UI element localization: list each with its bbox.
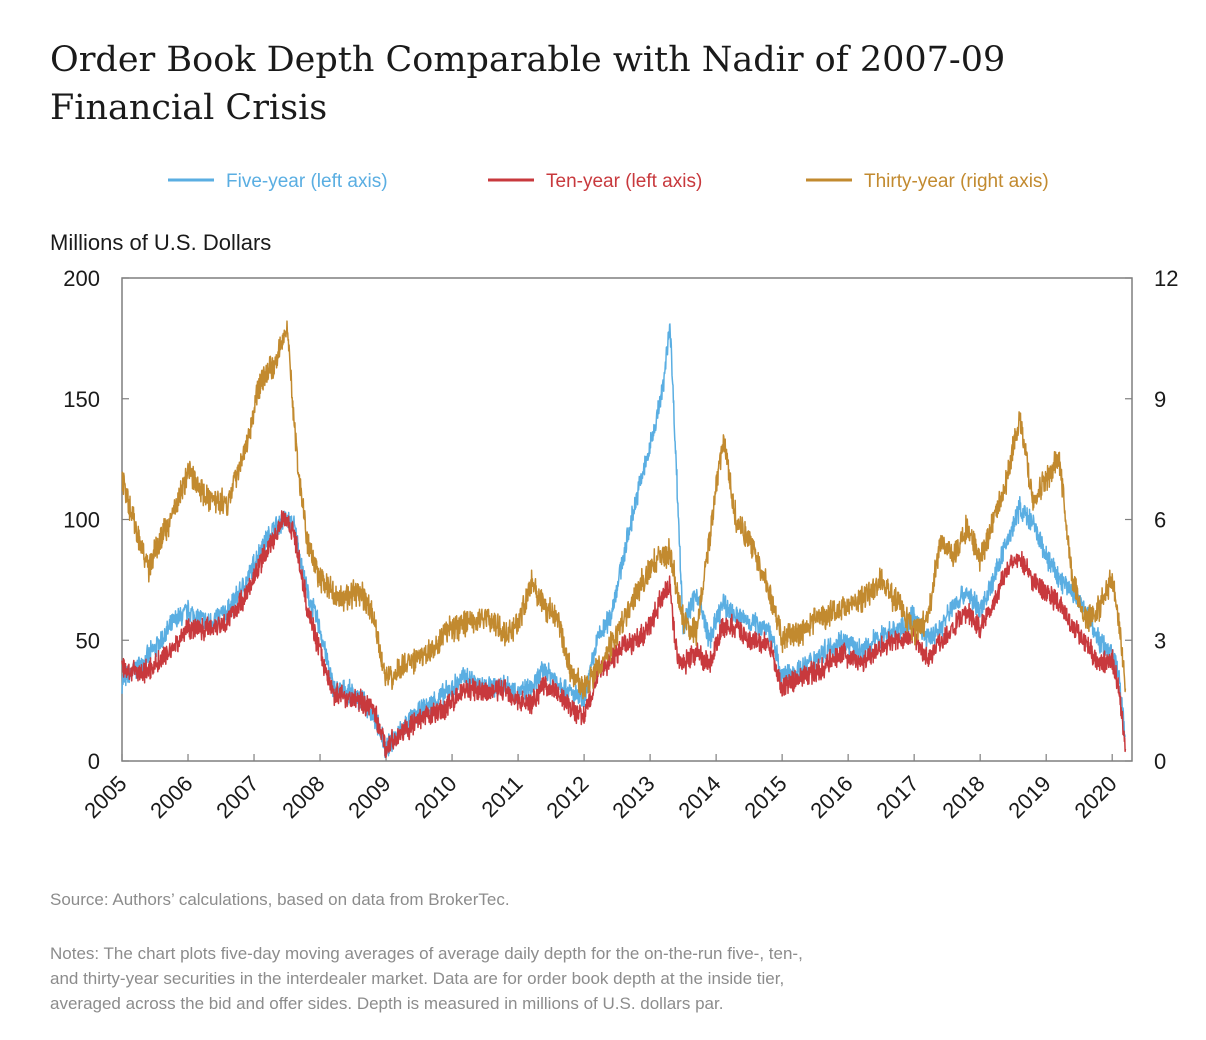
right-tick-label: 12 (1154, 266, 1178, 291)
left-tick-label: 0 (88, 749, 100, 774)
plot-area (121, 277, 1133, 762)
x-tick-label: 2005 (79, 771, 131, 823)
legend-label-ten_year: Ten-year (left axis) (546, 171, 702, 192)
left-tick-label: 50 (76, 628, 100, 653)
line-chart: Five-year (left axis) Ten-year (left axis… (50, 171, 1178, 823)
x-tick-label: 2018 (937, 771, 989, 823)
x-tick-label: 2007 (211, 771, 263, 823)
x-tick-label: 2009 (343, 771, 395, 823)
x-tick-label: 2006 (145, 771, 197, 823)
notes-line-1: Notes: The chart plots five-day moving a… (50, 944, 803, 963)
chart-title-line-1: Order Book Depth Comparable with Nadir o… (50, 40, 1006, 80)
right-tick-label: 0 (1154, 749, 1166, 774)
x-tick-label: 2020 (1069, 771, 1121, 823)
right-tick-label: 3 (1154, 628, 1166, 653)
chart-title-line-2: Financial Crisis (50, 88, 328, 128)
x-tick-label: 2014 (673, 771, 725, 823)
x-tick-label: 2010 (409, 771, 461, 823)
right-tick-label: 9 (1154, 387, 1166, 412)
left-axis: 200 150 100 50 0 (63, 266, 129, 774)
right-axis: 12 9 6 3 0 (1125, 266, 1178, 774)
legend-label-thirty_year: Thirty-year (right axis) (864, 171, 1049, 192)
notes-line-2: and thirty-year securities in the interd… (50, 969, 785, 988)
series-line-ten-year (121, 510, 1127, 759)
x-tick-label: 2013 (607, 771, 659, 823)
chart-notes: Notes: The chart plots five-day moving a… (50, 941, 1160, 1016)
left-axis-label: Millions of U.S. Dollars (50, 230, 271, 255)
left-tick-label: 100 (63, 508, 100, 533)
source-note: Source: Authors’ calculations, based on … (50, 890, 510, 909)
x-tick-label: 2011 (476, 771, 527, 822)
left-tick-label: 150 (63, 387, 100, 412)
x-axis: 2005 2006 2007 2008 2009 2010 2011 2012 2013 2014… (79, 754, 1122, 823)
chart-title: Order Book Depth Comparable with Nadir o… (50, 36, 1170, 132)
right-tick-label: 6 (1154, 508, 1166, 533)
x-tick-label: 2015 (739, 771, 791, 823)
legend-label-five_year: Five-year (left axis) (226, 171, 388, 192)
left-tick-label: 200 (63, 266, 100, 291)
x-tick-label: 2012 (541, 771, 593, 823)
notes-line-3: averaged across the bid and offer sides.… (50, 994, 724, 1013)
x-tick-label: 2008 (277, 771, 329, 823)
x-tick-label: 2017 (871, 771, 923, 823)
series-line-thirty-year (121, 320, 1127, 700)
series-group (121, 320, 1127, 759)
chart-legend: Five-year (left axis) Ten-year (left axis… (168, 171, 1049, 192)
x-tick-label: 2016 (805, 771, 857, 823)
x-tick-label: 2019 (1003, 771, 1055, 823)
